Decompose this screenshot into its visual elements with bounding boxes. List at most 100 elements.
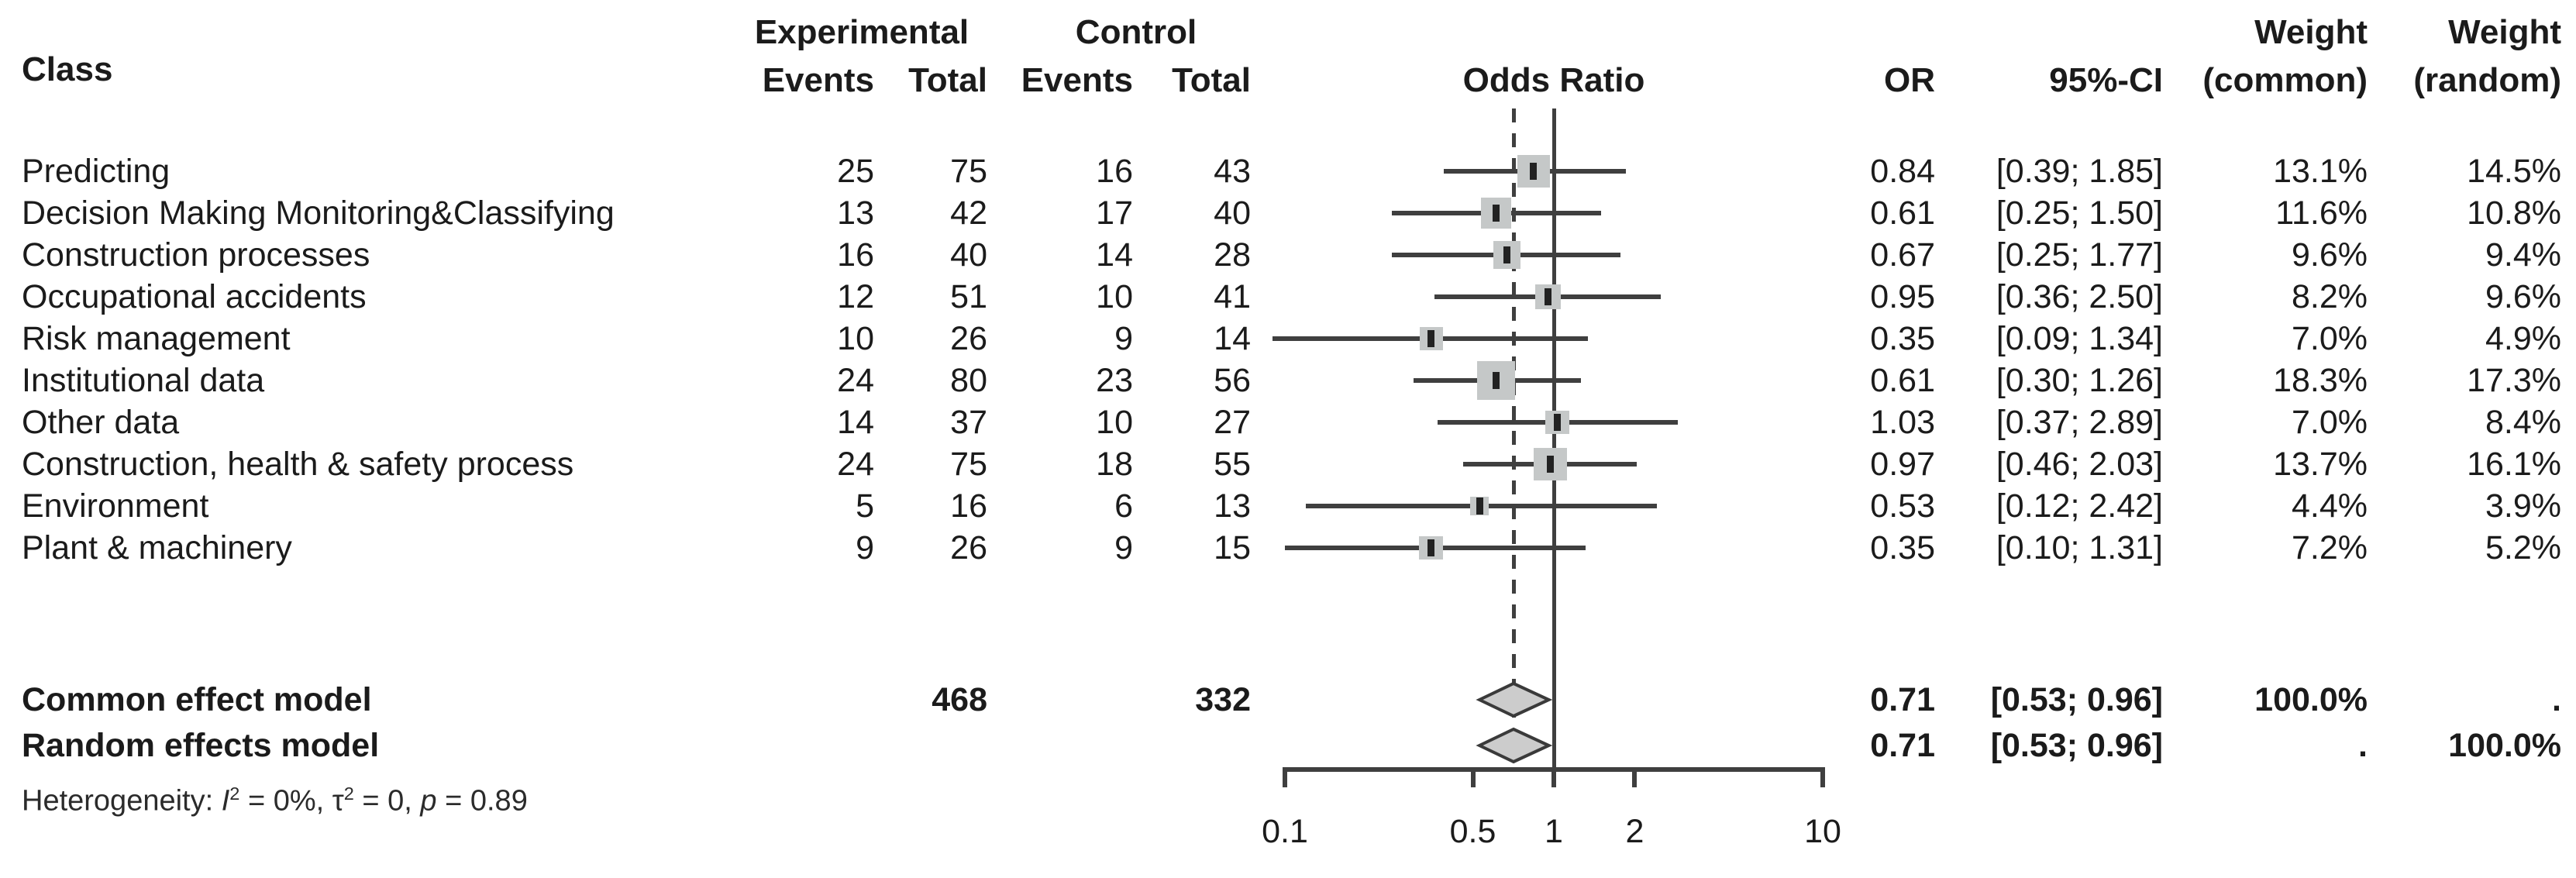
ci-value: [0.46; 2.03] — [1996, 446, 2163, 483]
ci-value: [0.39; 1.85] — [1996, 153, 2163, 190]
point-estimate-marker — [1503, 246, 1511, 263]
heterogeneity-note: Heterogeneity: I2 = 0%, τ2 = 0, p = 0.89 — [22, 775, 528, 820]
tau-squared-symbol: τ — [332, 784, 344, 818]
column-header-exp-total: Total — [908, 61, 987, 99]
column-header-weight-common-line2: (common) — [2202, 61, 2368, 99]
exp-total-value: 16 — [950, 487, 987, 525]
x-axis-tick — [1632, 767, 1638, 787]
summary-ci-value: [0.53; 0.96] — [1990, 727, 2163, 764]
p-value: = 0.89 — [436, 784, 528, 818]
point-estimate-marker — [1530, 163, 1538, 180]
summary-weight-common: 100.0% — [2254, 681, 2368, 718]
column-header-or: OR — [1884, 61, 1935, 99]
or-value: 0.35 — [1870, 529, 1935, 566]
weight-random-value: 14.5% — [2467, 153, 2561, 190]
i-squared-value: = 0%, — [239, 784, 332, 818]
exp-events-value: 25 — [837, 153, 874, 190]
x-axis-tick-label: 10 — [1804, 813, 1841, 850]
exp-total-value: 75 — [950, 446, 987, 483]
i-squared-exponent: 2 — [229, 783, 240, 804]
class-label: Institutional data — [22, 362, 265, 399]
ctrl-events-value: 23 — [1096, 362, 1133, 399]
or-value: 0.84 — [1870, 153, 1935, 190]
ci-value: [0.30; 1.26] — [1996, 362, 2163, 399]
ctrl-events-value: 17 — [1096, 195, 1133, 232]
exp-events-value: 10 — [837, 320, 874, 357]
x-axis-tick-label: 0.5 — [1449, 813, 1496, 850]
weight-random-value: 16.1% — [2467, 446, 2561, 483]
or-value: 0.95 — [1870, 278, 1935, 315]
ctrl-total-value: 27 — [1214, 404, 1251, 441]
weight-random-value: 3.9% — [2485, 487, 2561, 525]
column-header-weight-random-line2: (random) — [2413, 61, 2561, 99]
summary-label: Random effects model — [22, 727, 380, 764]
weight-random-value: 5.2% — [2485, 529, 2561, 566]
weight-common-value: 11.6% — [2275, 195, 2368, 232]
reference-line-or1 — [1551, 108, 1556, 772]
point-estimate-marker — [1546, 456, 1554, 473]
exp-events-value: 13 — [837, 195, 874, 232]
point-estimate-marker — [1427, 539, 1435, 556]
or-value: 1.03 — [1870, 404, 1935, 441]
or-value: 0.61 — [1870, 362, 1935, 399]
column-header-ci: 95%-CI — [2049, 61, 2163, 99]
point-estimate-marker — [1544, 288, 1551, 305]
ctrl-events-value: 9 — [1114, 320, 1133, 357]
exp-events-value: 14 — [837, 404, 874, 441]
exp-events-value: 5 — [856, 487, 874, 525]
point-estimate-marker — [1553, 414, 1561, 431]
weight-common-value: 7.0% — [2291, 320, 2368, 357]
weight-common-value: 13.7% — [2273, 446, 2368, 483]
tau-squared-value: = 0, — [353, 784, 421, 818]
weight-random-value: 17.3% — [2467, 362, 2561, 399]
x-axis-tick — [1820, 767, 1825, 787]
weight-common-value: 7.2% — [2291, 529, 2368, 566]
exp-events-value: 9 — [856, 529, 874, 566]
summary-weight-random: 100.0% — [2448, 727, 2561, 764]
class-label: Decision Making Monitoring&Classifying — [22, 195, 615, 232]
ci-value: [0.09; 1.34] — [1996, 320, 2163, 357]
x-axis-tick — [1283, 767, 1287, 787]
x-axis-tick-label: 2 — [1625, 813, 1644, 850]
class-label: Environment — [22, 487, 209, 525]
summary-diamond-shape — [1476, 727, 1553, 764]
x-axis-tick-label: 1 — [1545, 813, 1563, 850]
ci-value: [0.25; 1.50] — [1996, 195, 2163, 232]
weight-random-value: 4.9% — [2485, 320, 2561, 357]
exp-total-value: 75 — [950, 153, 987, 190]
ci-value: [0.12; 2.42] — [1996, 487, 2163, 525]
ctrl-total-value: 28 — [1214, 236, 1251, 274]
or-value: 0.61 — [1870, 195, 1935, 232]
weight-random-value: 9.4% — [2485, 236, 2561, 274]
ctrl-events-value: 10 — [1096, 404, 1133, 441]
ci-value: [0.10; 1.31] — [1996, 529, 2163, 566]
exp-events-value: 16 — [837, 236, 874, 274]
x-axis-tick — [1470, 767, 1476, 787]
column-header-weight-common-line1: Weight — [2254, 13, 2368, 51]
weight-random-value: 8.4% — [2485, 404, 2561, 441]
ctrl-total-value: 41 — [1214, 278, 1251, 315]
or-value: 0.35 — [1870, 320, 1935, 357]
summary-or-value: 0.71 — [1870, 681, 1935, 718]
class-label: Plant & machinery — [22, 529, 292, 566]
ci-value: [0.37; 2.89] — [1996, 404, 2163, 441]
weight-common-value: 7.0% — [2291, 404, 2368, 441]
column-header-ctrl-total: Total — [1172, 61, 1251, 99]
weight-common-value: 9.6% — [2291, 236, 2368, 274]
class-label: Construction, health & safety process — [22, 446, 574, 483]
column-header-weight-random-line1: Weight — [2448, 13, 2561, 51]
exp-total-value: 37 — [950, 404, 987, 441]
exp-total-value: 26 — [950, 320, 987, 357]
summary-weight-common: . — [2358, 727, 2368, 764]
ci-value: [0.25; 1.77] — [1996, 236, 2163, 274]
or-value: 0.67 — [1870, 236, 1935, 274]
column-header-experimental: Experimental — [754, 13, 969, 51]
summary-diamond — [1476, 681, 1553, 718]
x-axis-tick — [1551, 767, 1556, 787]
ctrl-events-value: 18 — [1096, 446, 1133, 483]
ctrl-events-value: 6 — [1114, 487, 1133, 525]
ctrl-total-value: 40 — [1214, 195, 1251, 232]
summary-or-value: 0.71 — [1870, 727, 1935, 764]
x-axis-tick-label: 0.1 — [1262, 813, 1308, 850]
